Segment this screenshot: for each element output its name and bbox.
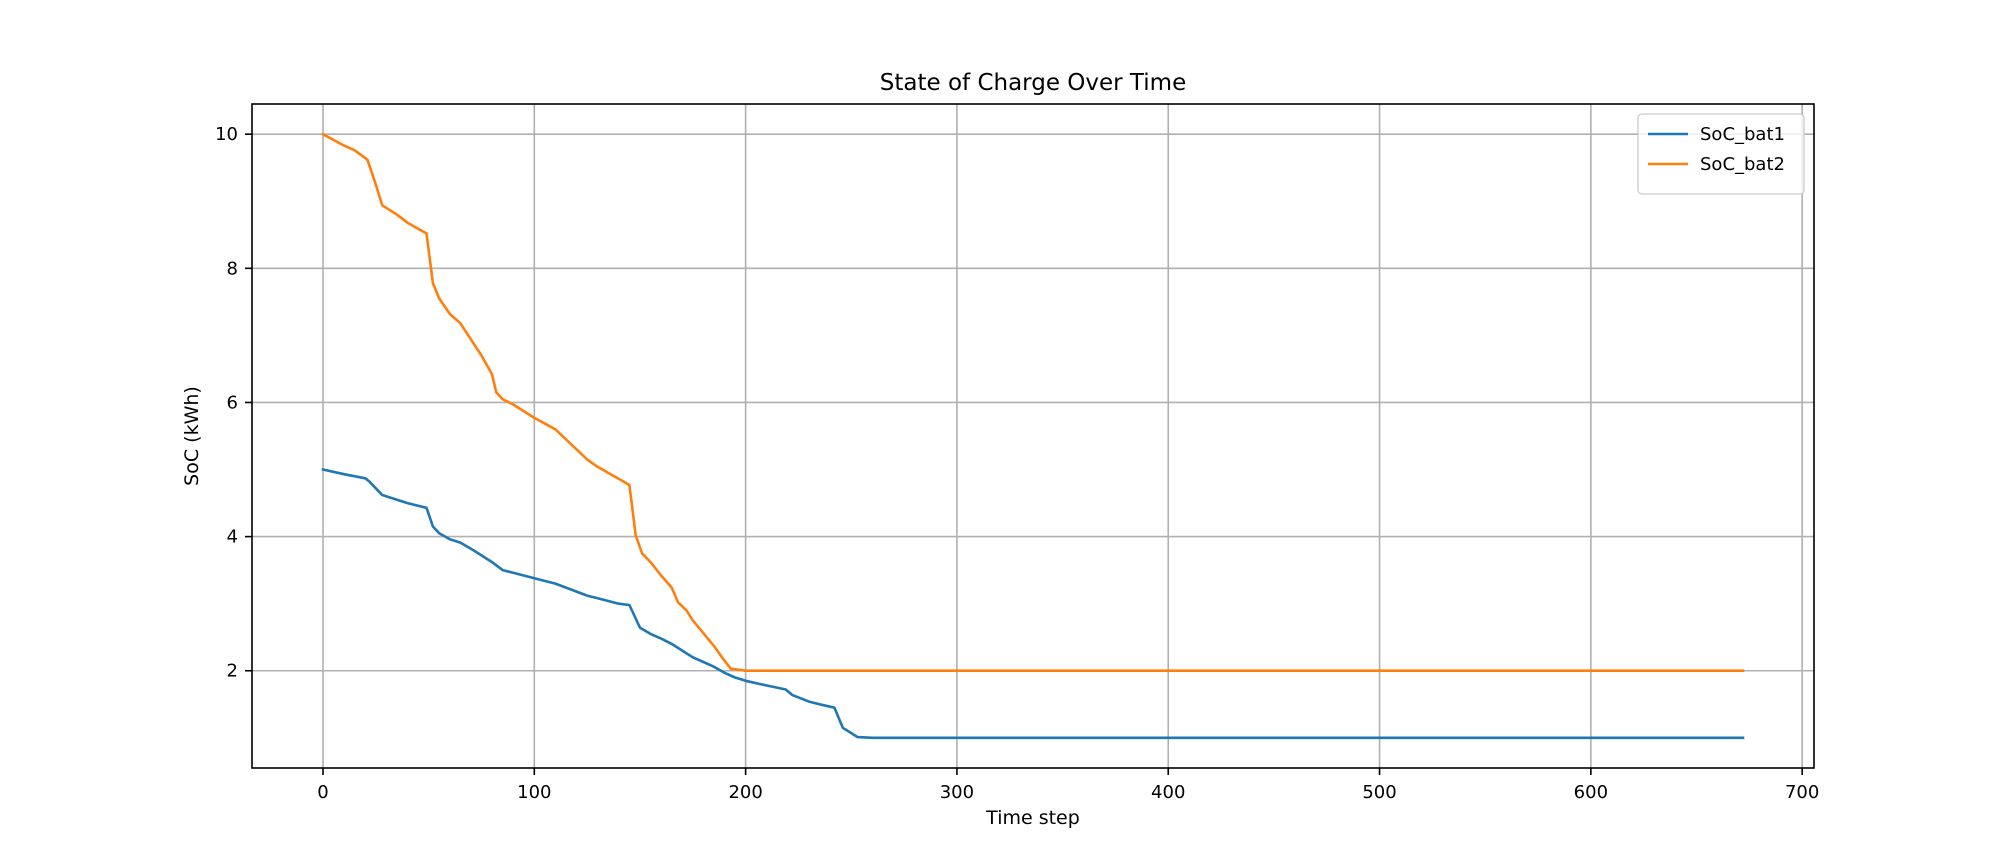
chart-title: State of Charge Over Time xyxy=(880,70,1186,96)
x-tick-label: 200 xyxy=(728,782,762,803)
y-tick-label: 6 xyxy=(227,392,238,413)
y-tick-label: 4 xyxy=(227,527,238,548)
x-tick-label: 0 xyxy=(317,782,328,803)
plot-frame xyxy=(251,103,1815,769)
x-tick-label: 700 xyxy=(1785,782,1819,803)
y-tick-label: 8 xyxy=(227,258,238,279)
x-axis-label: Time step xyxy=(985,807,1080,829)
x-tick-label: 500 xyxy=(1362,782,1396,803)
y-tick-label: 10 xyxy=(215,124,238,145)
grid-lines xyxy=(252,104,1814,768)
series-line-soc-bat1 xyxy=(321,467,1745,740)
x-tick-label: 300 xyxy=(940,782,974,803)
series-line-soc-bat2 xyxy=(321,132,1745,673)
y-tick-label: 2 xyxy=(227,661,238,682)
legend: SoC_bat1 SoC_bat2 xyxy=(1637,113,1805,195)
plot-lines xyxy=(321,132,1745,740)
axis-ticks: 0 100 200 300 400 500 600 700 2 4 6 8 10 xyxy=(215,124,1819,803)
x-tick-label: 600 xyxy=(1574,782,1608,803)
legend-label-soc-bat1: SoC_bat1 xyxy=(1700,124,1785,145)
y-axis-label: SoC (kWh) xyxy=(181,386,203,486)
x-tick-label: 100 xyxy=(517,782,551,803)
x-tick-label: 400 xyxy=(1151,782,1185,803)
legend-label-soc-bat2: SoC_bat2 xyxy=(1700,154,1785,175)
